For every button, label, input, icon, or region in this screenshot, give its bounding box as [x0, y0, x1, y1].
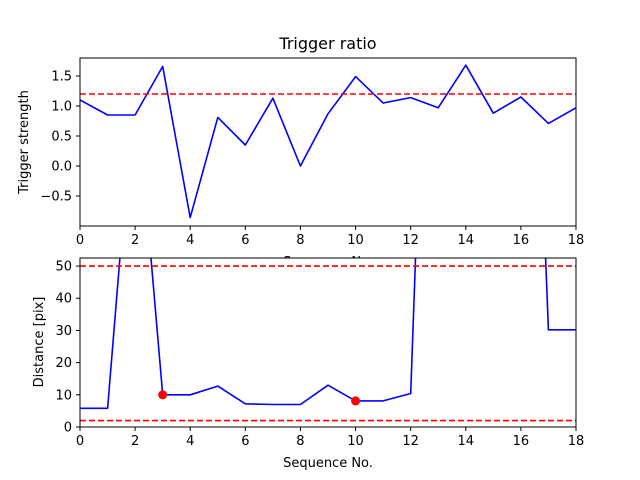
top-axes-frame: [79, 57, 577, 227]
bottom-y-tick-label-0: 0: [64, 421, 72, 436]
bottom-x-tick-label-5: 10: [347, 434, 364, 449]
bottom-x-tick-label-4: 8: [296, 434, 304, 449]
top-x-tick-label-2: 4: [186, 233, 194, 248]
bottom-x-tick-label-2: 4: [186, 434, 194, 449]
bottom-axes-background: [80, 258, 576, 427]
bottom-x-tick-label-9: 18: [568, 434, 585, 449]
bottom-highlight-point-0: [158, 390, 168, 400]
top-y-tick-label-1: 0.0: [51, 160, 72, 175]
top-y-axis-label: Trigger strength: [17, 90, 32, 195]
bottom-x-tick-label-7: 14: [458, 434, 475, 449]
top-subplot: Trigger ratio Sequence No. Trigger stren…: [17, 34, 584, 270]
bottom-y-axis-label: Distance [pix]: [32, 297, 47, 388]
top-x-tick-label-1: 2: [131, 233, 139, 248]
top-plot-area: [80, 64, 576, 219]
bottom-axis-ticks: 0 2 4 6 8 10 12 14 16 18 0 10 20 30 40 50: [55, 260, 584, 449]
top-x-tick-label-5: 10: [347, 233, 364, 248]
top-x-tick-label-4: 8: [296, 233, 304, 248]
top-series-line-0: [80, 64, 576, 219]
bottom-y-tick-label-3: 30: [55, 324, 72, 339]
top-axis-ticks: 0 2 4 6 8 10 12 14 16 18 −0.5 0.0 0.5 1.0 1.5: [40, 70, 584, 249]
top-y-tick-label-3: 1.0: [51, 100, 72, 115]
top-x-tick-label-6: 12: [402, 233, 419, 248]
bottom-y-tick-label-5: 50: [55, 260, 72, 275]
bottom-x-tick-label-1: 2: [131, 434, 139, 449]
bottom-axes-frame: [79, 257, 577, 428]
bottom-plot-area: [80, 258, 576, 422]
bottom-x-axis-label: Sequence No.: [283, 456, 373, 471]
top-y-tick-label-0: −0.5: [40, 190, 72, 205]
bottom-y-tick-label-4: 40: [55, 292, 72, 307]
top-chart-title: Trigger ratio: [278, 34, 376, 53]
top-y-tick-label-4: 1.5: [51, 70, 72, 85]
top-x-tick-label-8: 16: [513, 233, 530, 248]
bottom-y-tick-label-2: 20: [55, 356, 72, 371]
top-x-tick-label-7: 14: [458, 233, 475, 248]
bottom-highlight-point-1: [351, 396, 361, 406]
bottom-x-tick-label-3: 6: [241, 434, 249, 449]
bottom-subplot: Sequence No. Distance [pix] 0 2 4 6 8 10 12 14 1…: [32, 257, 584, 471]
top-x-tick-label-9: 18: [568, 233, 585, 248]
bottom-x-tick-label-6: 12: [402, 434, 419, 449]
bottom-x-tick-label-0: 0: [76, 434, 84, 449]
bottom-y-tick-label-1: 10: [55, 388, 72, 403]
top-y-tick-label-2: 0.5: [51, 130, 72, 145]
top-x-tick-label-0: 0: [76, 233, 84, 248]
bottom-x-tick-label-8: 16: [513, 434, 530, 449]
top-x-tick-label-3: 6: [241, 233, 249, 248]
